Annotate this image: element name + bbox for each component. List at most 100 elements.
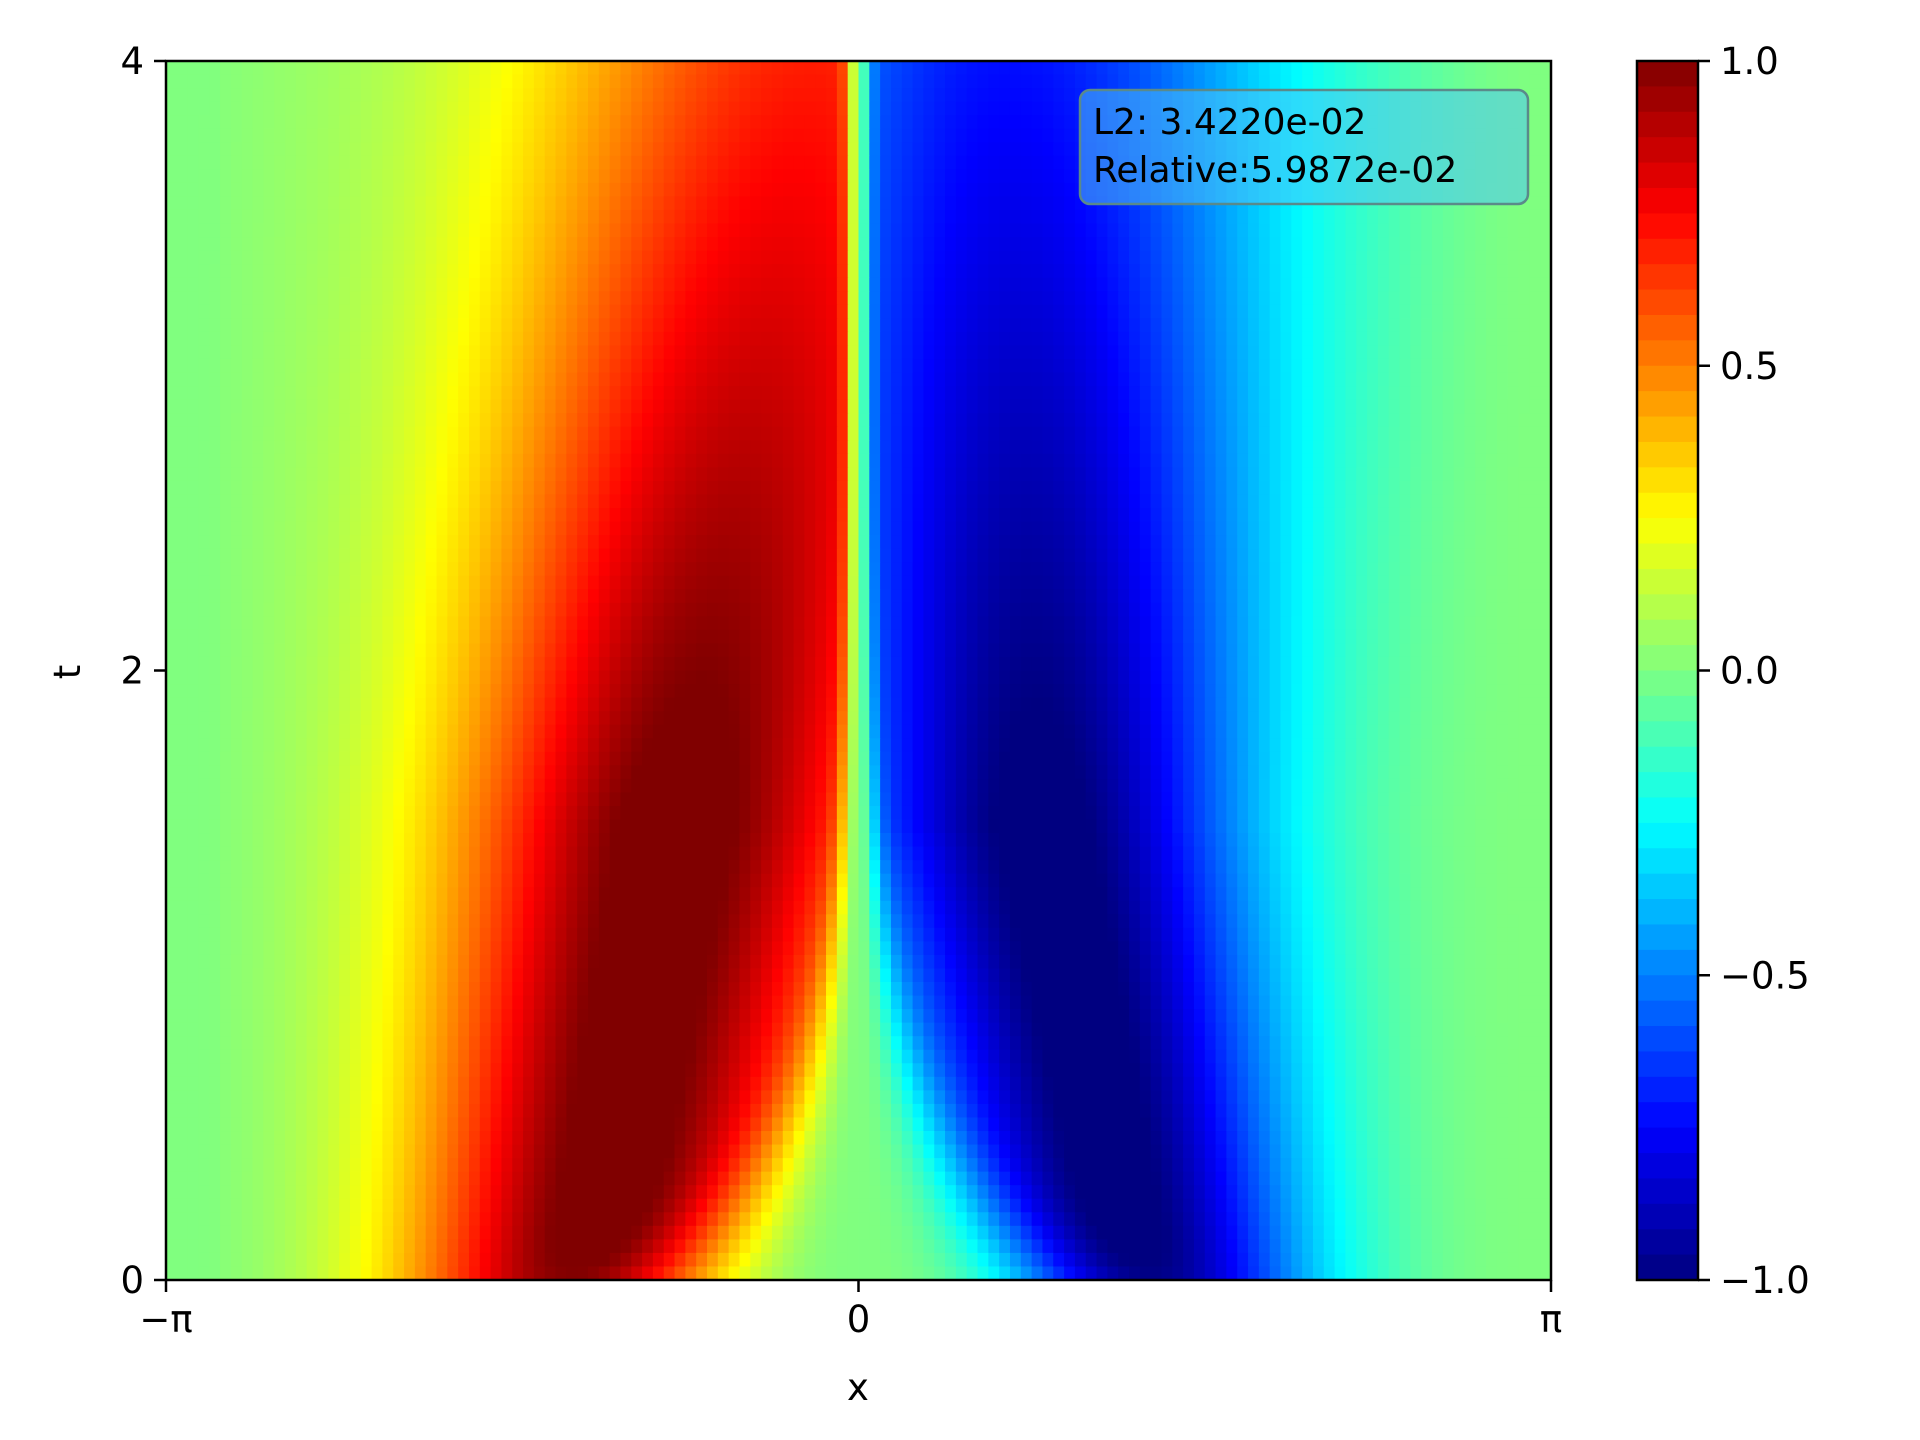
heatmap-cell bbox=[566, 264, 578, 279]
heatmap-cell bbox=[555, 480, 567, 496]
heatmap-cell bbox=[1323, 521, 1336, 536]
heatmap-cell bbox=[436, 169, 448, 184]
heatmap-cell bbox=[1377, 291, 1390, 306]
heatmap-cell bbox=[663, 196, 676, 211]
heatmap-cell bbox=[306, 304, 319, 319]
heatmap-cell bbox=[750, 88, 762, 103]
heatmap-cell bbox=[717, 345, 730, 360]
heatmap-cell bbox=[458, 345, 470, 360]
heatmap-cell bbox=[414, 372, 427, 387]
heatmap-cell bbox=[685, 562, 697, 577]
heatmap-cell bbox=[458, 521, 470, 536]
heatmap-cell bbox=[1237, 480, 1249, 496]
heatmap-cell bbox=[274, 196, 286, 211]
heatmap-cell bbox=[414, 264, 427, 279]
heatmap-cell bbox=[642, 358, 654, 374]
heatmap-cell bbox=[1356, 291, 1368, 306]
heatmap-cell bbox=[285, 277, 297, 292]
heatmap-cell bbox=[241, 250, 254, 265]
heatmap-cell bbox=[966, 480, 979, 496]
heatmap-cell bbox=[1064, 372, 1076, 387]
heatmap-cell bbox=[880, 237, 892, 252]
heatmap-cell bbox=[977, 250, 989, 265]
heatmap-cell bbox=[739, 61, 751, 76]
heatmap-cell bbox=[1064, 440, 1076, 455]
heatmap-cell bbox=[1215, 277, 1227, 292]
heatmap-cell bbox=[1540, 61, 1552, 76]
heatmap-cell bbox=[1442, 358, 1455, 374]
heatmap-cell bbox=[176, 237, 189, 252]
heatmap-cell bbox=[382, 331, 394, 347]
heatmap-cell bbox=[955, 250, 968, 265]
heatmap-cell bbox=[566, 535, 578, 550]
heatmap-cell bbox=[555, 358, 567, 374]
heatmap-cell bbox=[1388, 386, 1401, 401]
heatmap-cell bbox=[1518, 440, 1530, 455]
heatmap-cell bbox=[306, 386, 319, 401]
heatmap-cell bbox=[577, 386, 589, 401]
heatmap-cell bbox=[869, 521, 881, 536]
heatmap-cell bbox=[382, 128, 394, 143]
heatmap-cell bbox=[815, 250, 827, 265]
heatmap-cell bbox=[728, 413, 741, 428]
heatmap-cell bbox=[804, 237, 816, 252]
heatmap-cell bbox=[761, 480, 773, 496]
heatmap-cell bbox=[836, 345, 849, 360]
heatmap-cell bbox=[1161, 250, 1173, 265]
heatmap-cell bbox=[1302, 372, 1314, 387]
heatmap-cell bbox=[1410, 277, 1422, 292]
heatmap-cell bbox=[1367, 521, 1379, 536]
heatmap-cell bbox=[674, 128, 686, 143]
heatmap-cell bbox=[1442, 399, 1455, 414]
heatmap-cell bbox=[512, 277, 524, 292]
heatmap-cell bbox=[166, 88, 178, 103]
heatmap-cell bbox=[1280, 237, 1292, 252]
heatmap-cell bbox=[1312, 223, 1325, 238]
heatmap-cell bbox=[198, 182, 210, 198]
heatmap-cell bbox=[1053, 318, 1065, 333]
heatmap-cell bbox=[1367, 399, 1379, 414]
heatmap-cell bbox=[274, 426, 286, 441]
heatmap-cell bbox=[187, 115, 200, 130]
heatmap-cell bbox=[360, 196, 373, 211]
heatmap-cell bbox=[750, 548, 762, 563]
heatmap-cell bbox=[1193, 426, 1206, 441]
heatmap-cell bbox=[1442, 467, 1455, 482]
heatmap-cell bbox=[999, 250, 1011, 265]
heatmap-cell bbox=[1183, 372, 1195, 387]
heatmap-cell bbox=[1367, 413, 1379, 428]
heatmap-cell bbox=[176, 88, 189, 103]
heatmap-cell bbox=[1107, 575, 1119, 590]
heatmap-cell bbox=[1302, 277, 1314, 292]
heatmap-cell bbox=[220, 115, 232, 130]
heatmap-cell bbox=[1399, 399, 1411, 414]
heatmap-cell bbox=[339, 128, 351, 143]
heatmap-cell bbox=[349, 115, 362, 130]
heatmap-cell bbox=[468, 304, 481, 319]
heatmap-cell bbox=[642, 413, 654, 428]
heatmap-cell bbox=[544, 209, 557, 225]
heatmap-cell bbox=[1453, 562, 1466, 577]
heatmap-cell bbox=[382, 562, 394, 577]
heatmap-cell bbox=[609, 155, 622, 170]
heatmap-cell bbox=[490, 331, 503, 347]
heatmap-cell bbox=[912, 386, 925, 401]
heatmap-cell bbox=[285, 182, 297, 198]
heatmap-cell bbox=[1496, 467, 1509, 482]
heatmap-cell bbox=[1009, 535, 1022, 550]
heatmap-cell bbox=[512, 128, 524, 143]
heatmap-cell bbox=[252, 386, 264, 401]
heatmap-cell bbox=[1064, 277, 1076, 292]
heatmap-cell bbox=[598, 169, 611, 184]
heatmap-cell bbox=[1085, 237, 1098, 252]
heatmap-cell bbox=[609, 101, 622, 116]
heatmap-cell bbox=[750, 562, 762, 577]
heatmap-cell bbox=[1215, 426, 1227, 441]
heatmap-cell bbox=[566, 277, 578, 292]
heatmap-cell bbox=[620, 562, 632, 577]
heatmap-cell bbox=[696, 209, 708, 225]
heatmap-cell bbox=[436, 440, 448, 455]
heatmap-cell bbox=[187, 169, 200, 184]
heatmap-cell bbox=[501, 182, 513, 198]
heatmap-cell bbox=[1053, 155, 1065, 170]
